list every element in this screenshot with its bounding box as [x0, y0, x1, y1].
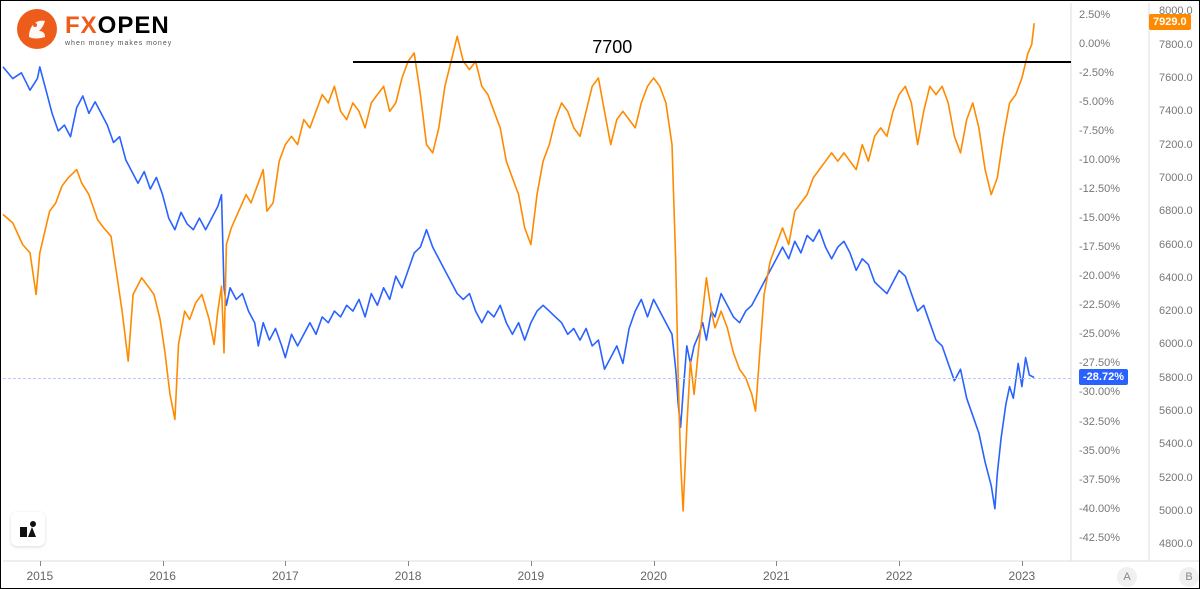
resistance-line-label: 7700 [592, 37, 632, 58]
x-axis-tick [40, 561, 41, 566]
pct-axis-label: -35.00% [1079, 445, 1120, 457]
x-axis-tick [531, 561, 532, 566]
price-axis-label: 5600.0 [1159, 405, 1193, 417]
pct-axis-label: -22.50% [1079, 299, 1120, 311]
pct-badge-blue: -28.72% [1079, 369, 1128, 385]
pct-axis-label: -37.50% [1079, 474, 1120, 486]
price-axis-label: 5200.0 [1159, 472, 1193, 484]
price-axis-label: 8000.0 [1159, 5, 1193, 17]
pct-axis-label: 2.50% [1079, 9, 1110, 21]
scale-button-a[interactable]: A [1117, 567, 1137, 587]
price-axis-label: 6600.0 [1159, 239, 1193, 251]
x-axis-label: 2016 [149, 569, 176, 583]
x-axis-label: 2018 [395, 569, 422, 583]
pct-axis-label: -30.00% [1079, 386, 1120, 398]
pct-axis-label: 0.00% [1079, 38, 1110, 50]
price-axis-label: 6200.0 [1159, 305, 1193, 317]
x-axis-tick [408, 561, 409, 566]
price-axis-label: 4800.0 [1159, 538, 1193, 550]
x-axis-label: 2023 [1009, 569, 1036, 583]
x-axis-tick [654, 561, 655, 566]
logo-tagline: when money makes money [65, 40, 172, 47]
blue-guide-dashed-line [3, 378, 1071, 379]
logo-open: OPEN [98, 12, 170, 39]
x-axis-label: 2020 [640, 569, 667, 583]
pct-axis-label: -7.50% [1079, 125, 1114, 137]
price-axis-label: 6800.0 [1159, 205, 1193, 217]
price-axis-label: 5000.0 [1159, 505, 1193, 517]
pct-axis-label: -32.50% [1079, 416, 1120, 428]
series-orange-line [3, 23, 1034, 511]
price-axis-label: 7400.0 [1159, 105, 1193, 117]
logo-fx: FX [65, 12, 98, 39]
fxopen-logo: FXOPEN when money makes money [15, 7, 172, 51]
x-axis-tick [285, 561, 286, 566]
pct-axis-label: -20.00% [1079, 270, 1120, 282]
price-axis-label: 5400.0 [1159, 438, 1193, 450]
pct-axis-label: -15.00% [1079, 212, 1120, 224]
price-axis-label: 5800.0 [1159, 372, 1193, 384]
pct-axis-label: -10.00% [1079, 154, 1120, 166]
x-axis-label: 2021 [763, 569, 790, 583]
resistance-line [353, 61, 1071, 63]
x-axis-tick [899, 561, 900, 566]
x-axis-tick [1022, 561, 1023, 566]
pct-axis-label: -25.00% [1079, 328, 1120, 340]
scale-button-b[interactable]: B [1179, 567, 1199, 587]
x-axis-tick [163, 561, 164, 566]
tradingview-icon[interactable] [11, 512, 45, 546]
fxopen-lion-icon [15, 7, 59, 51]
price-axis-label: 7800.0 [1159, 39, 1193, 51]
series-blue-line [3, 67, 1034, 509]
price-axis-label: 7000.0 [1159, 172, 1193, 184]
x-axis-label: 2022 [886, 569, 913, 583]
chart-container: 7700 7929.0 -28.72% A B FXOPEN when mone… [0, 0, 1200, 589]
chart-svg [1, 1, 1200, 589]
pct-axis-label: -27.50% [1079, 357, 1120, 369]
pct-axis-label: -17.50% [1079, 241, 1120, 253]
price-axis-label: 7600.0 [1159, 72, 1193, 84]
price-axis-label: 6400.0 [1159, 272, 1193, 284]
x-axis-label: 2015 [26, 569, 53, 583]
pct-axis-label: -2.50% [1079, 67, 1114, 79]
pct-axis-label: -42.50% [1079, 532, 1120, 544]
price-axis-label: 7200.0 [1159, 139, 1193, 151]
price-axis-label: 6000.0 [1159, 338, 1193, 350]
pct-axis-label: -40.00% [1079, 503, 1120, 515]
x-axis-tick [776, 561, 777, 566]
pct-axis-label: -5.00% [1079, 96, 1114, 108]
x-axis-label: 2019 [518, 569, 545, 583]
pct-axis-label: -12.50% [1079, 183, 1120, 195]
x-axis-label: 2017 [272, 569, 299, 583]
